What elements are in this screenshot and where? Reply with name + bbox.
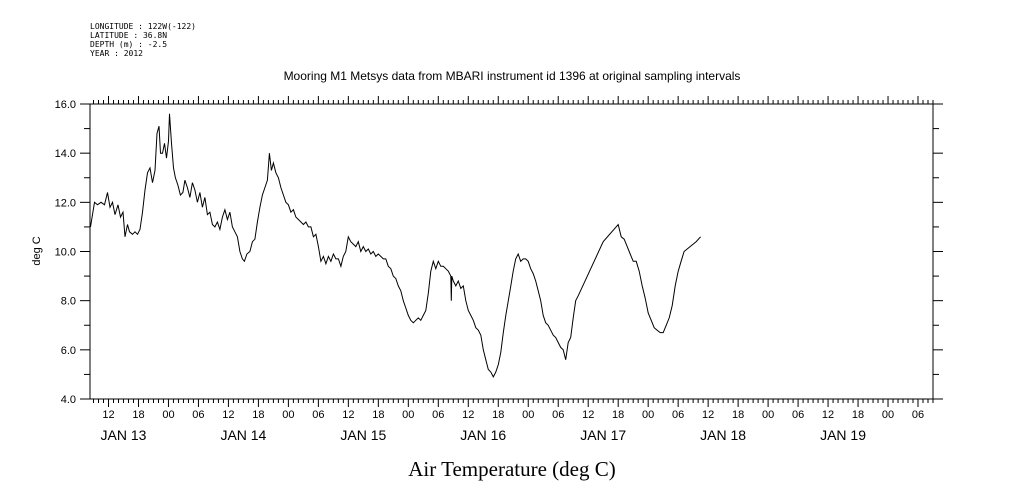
x-hour-label: 12 bbox=[462, 409, 474, 421]
x-day-label: JAN 15 bbox=[340, 427, 386, 443]
x-hour-label: 12 bbox=[342, 409, 354, 421]
axis-ticks bbox=[80, 96, 943, 407]
x-day-label: JAN 19 bbox=[820, 427, 866, 443]
x-hour-label: 18 bbox=[252, 409, 264, 421]
x-hour-label: 18 bbox=[492, 409, 504, 421]
x-day-label: JAN 18 bbox=[700, 427, 746, 443]
x-day-label: JAN 13 bbox=[101, 427, 147, 443]
x-hour-label: 00 bbox=[522, 409, 534, 421]
x-hour-label: 06 bbox=[912, 409, 924, 421]
x-hour-label: 06 bbox=[192, 409, 204, 421]
y-tick-label: 8.0 bbox=[61, 296, 76, 308]
x-hour-label: 00 bbox=[882, 409, 894, 421]
x-day-label: JAN 16 bbox=[460, 427, 506, 443]
x-tick-labels: 12 18 00 06 12 18 00 06 12 18 00 06 12 18 00 06 12 18 00 06… bbox=[101, 409, 925, 443]
x-hour-label: 06 bbox=[672, 409, 684, 421]
x-hour-label: 00 bbox=[282, 409, 294, 421]
chart-title: Mooring M1 Metsys data from MBARI instru… bbox=[284, 69, 741, 83]
x-day-label: JAN 17 bbox=[580, 427, 626, 443]
series-line bbox=[90, 113, 701, 379]
longitude-label: LONGITUDE : 122W(-122) bbox=[90, 22, 196, 31]
x-hour-label: 00 bbox=[162, 409, 174, 421]
x-hour-label: 00 bbox=[762, 409, 774, 421]
y-axis-label: deg C bbox=[31, 236, 43, 265]
x-hour-label: 18 bbox=[372, 409, 384, 421]
x-hour-label: 00 bbox=[402, 409, 414, 421]
x-hour-label: 18 bbox=[732, 409, 744, 421]
x-hour-label: 12 bbox=[702, 409, 714, 421]
latitude-label: LATITUDE : 36.8N bbox=[90, 31, 168, 40]
x-hour-label: 18 bbox=[852, 409, 864, 421]
x-hour-label: 12 bbox=[582, 409, 594, 421]
y-tick-labels: 4.0 6.0 8.0 10.0 12.0 14.0 16.0 bbox=[55, 99, 76, 406]
x-axis-label: Air Temperature (deg C) bbox=[408, 457, 615, 481]
x-hour-label: 12 bbox=[222, 409, 234, 421]
y-tick-label: 10.0 bbox=[55, 247, 76, 259]
y-tick-label: 16.0 bbox=[55, 99, 76, 111]
year-label: YEAR : 2012 bbox=[90, 49, 143, 58]
y-tick-label: 14.0 bbox=[55, 148, 76, 160]
x-hour-label: 18 bbox=[612, 409, 624, 421]
x-hour-label: 06 bbox=[792, 409, 804, 421]
x-hour-label: 06 bbox=[552, 409, 564, 421]
y-tick-label: 12.0 bbox=[55, 197, 76, 209]
depth-label: DEPTH (m) : -2.5 bbox=[90, 40, 168, 49]
x-hour-label: 12 bbox=[102, 409, 114, 421]
x-hour-label: 00 bbox=[642, 409, 654, 421]
metadata-block: LONGITUDE : 122W(-122) LATITUDE : 36.8N … bbox=[90, 22, 196, 58]
x-hour-label: 06 bbox=[312, 409, 324, 421]
plot-frame bbox=[89, 103, 934, 400]
y-tick-label: 6.0 bbox=[61, 345, 76, 357]
x-hour-label: 06 bbox=[432, 409, 444, 421]
x-hour-label: 18 bbox=[132, 409, 144, 421]
x-day-label: JAN 14 bbox=[220, 427, 266, 443]
y-tick-label: 4.0 bbox=[61, 394, 76, 406]
x-hour-label: 12 bbox=[822, 409, 834, 421]
